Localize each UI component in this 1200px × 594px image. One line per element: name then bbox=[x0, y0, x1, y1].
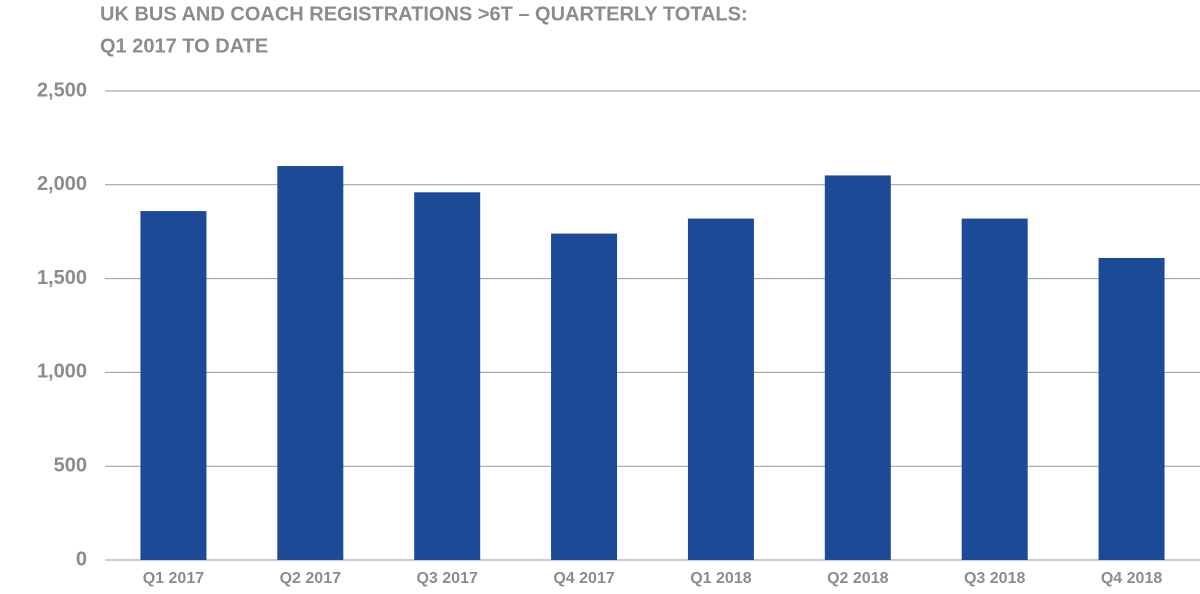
x-tick-label: Q3 2018 bbox=[964, 570, 1025, 587]
bar bbox=[1098, 257, 1165, 560]
bar bbox=[824, 175, 891, 561]
x-tick-label: Q4 2018 bbox=[1101, 570, 1162, 587]
x-tick-label: Q4 2017 bbox=[553, 570, 614, 587]
y-tick-label: 2,500 bbox=[37, 79, 87, 101]
y-tick-label: 1,000 bbox=[37, 361, 87, 383]
bar bbox=[414, 192, 481, 560]
chart-title: UK BUS AND COACH REGISTRATIONS >6T – QUA… bbox=[100, 3, 748, 25]
x-tick-label: Q2 2018 bbox=[827, 570, 888, 587]
bar bbox=[687, 218, 754, 560]
bar bbox=[961, 218, 1028, 560]
y-tick-label: 2,000 bbox=[37, 173, 87, 195]
y-tick-label: 1,500 bbox=[37, 267, 87, 289]
y-tick-label: 500 bbox=[54, 454, 87, 476]
bar bbox=[551, 233, 618, 561]
bar bbox=[277, 166, 344, 561]
x-tick-label: Q1 2018 bbox=[690, 570, 751, 587]
x-tick-label: Q3 2017 bbox=[416, 570, 477, 587]
bar bbox=[140, 211, 207, 560]
x-tick-label: Q1 2017 bbox=[143, 570, 204, 587]
y-tick-label: 0 bbox=[76, 548, 87, 570]
chart-title: Q1 2017 TO DATE bbox=[100, 35, 268, 57]
x-tick-label: Q2 2017 bbox=[280, 570, 341, 587]
